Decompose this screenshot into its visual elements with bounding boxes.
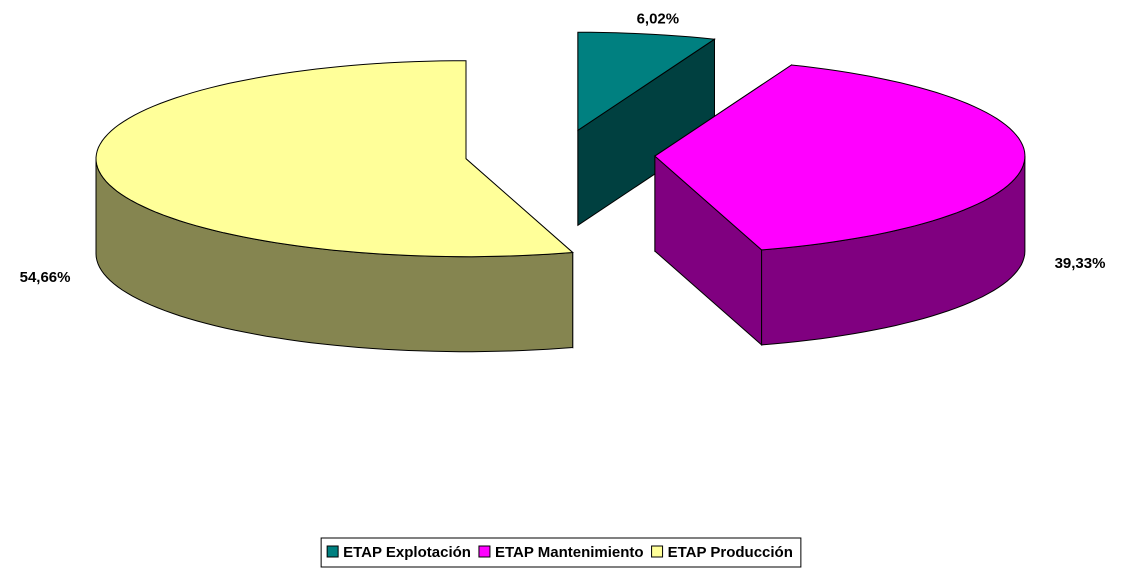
legend-label: ETAP Producción xyxy=(668,544,793,561)
slice-top xyxy=(577,31,716,132)
legend: ETAP Explotación ETAP Mantenimiento ETAP P… xyxy=(320,537,802,568)
data-label: 6,02% xyxy=(637,11,680,28)
legend-box xyxy=(320,537,802,568)
slice xyxy=(577,31,716,227)
slice-top xyxy=(654,64,1026,251)
legend-swatch xyxy=(478,545,491,558)
legend-swatch xyxy=(326,545,339,558)
legend-label: ETAP Explotación xyxy=(343,544,471,561)
slice xyxy=(654,64,1026,347)
slice-top xyxy=(95,60,574,258)
legend-swatch xyxy=(651,545,664,558)
data-label: 54,66% xyxy=(20,269,71,286)
data-label: 39,33% xyxy=(1055,255,1106,272)
legend-label: ETAP Mantenimiento xyxy=(495,544,644,561)
slice xyxy=(95,60,574,353)
